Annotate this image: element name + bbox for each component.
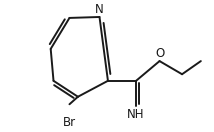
Text: N: N	[95, 3, 104, 16]
Text: NH: NH	[127, 108, 145, 121]
Text: Br: Br	[63, 116, 76, 129]
Text: O: O	[155, 47, 164, 60]
